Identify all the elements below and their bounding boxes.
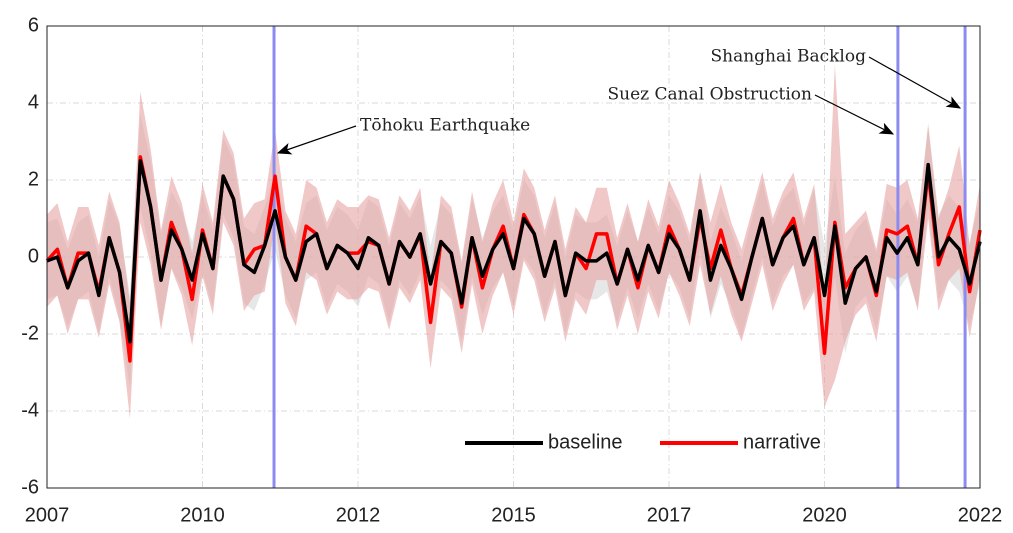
x-tick-label: 2010 (180, 504, 225, 526)
annotation: Suez Canal Obstruction (607, 85, 812, 105)
y-tick-label: 2 (28, 168, 39, 190)
x-tick-label: 2015 (491, 504, 536, 526)
y-tick-label: 4 (28, 91, 39, 113)
x-tick-label: 2007 (25, 504, 70, 526)
y-tick-label: 6 (28, 14, 39, 36)
x-tick-label: 2012 (336, 504, 381, 526)
y-tick-label: -6 (21, 476, 39, 498)
y-tick-label: -4 (21, 399, 39, 421)
annotation: Shanghai Backlog (711, 47, 867, 67)
legend-label: baseline (548, 431, 623, 453)
annotation: Tōhoku Earthquake (360, 116, 530, 136)
x-tick-label: 2022 (958, 504, 1003, 526)
band (47, 64, 980, 419)
plot-frame (46, 25, 981, 489)
annotation-arrow (868, 56, 962, 109)
x-tick-label: 2017 (647, 504, 692, 526)
x-tick-label: 2020 (802, 504, 847, 526)
annotation-arrow (814, 94, 895, 135)
y-tick-label: 0 (28, 245, 39, 267)
series-line (46, 159, 982, 344)
y-tick-label: -2 (21, 322, 39, 344)
legend-label: narrative (743, 431, 821, 453)
annotation-arrow (276, 125, 357, 155)
